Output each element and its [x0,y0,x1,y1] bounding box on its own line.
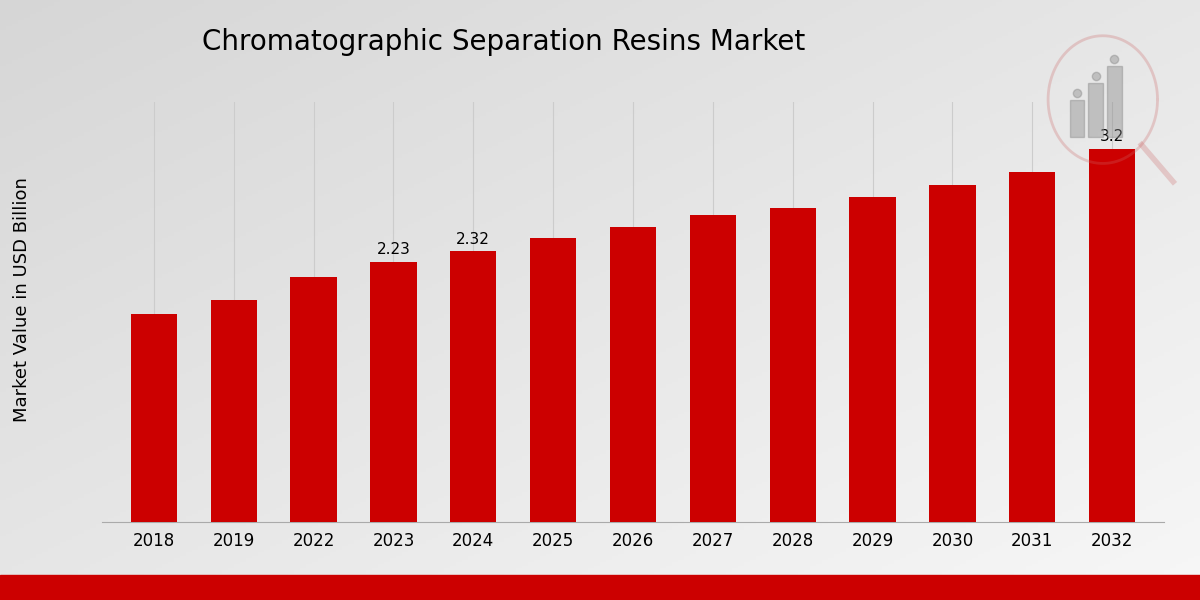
Bar [929,185,976,522]
Bar [530,238,576,522]
Bar [450,251,497,522]
Text: 3.2: 3.2 [1100,129,1124,144]
Text: 2.23: 2.23 [377,242,410,257]
Bar [131,314,178,522]
Bar [210,301,257,522]
Bar [850,196,895,522]
Bar [610,227,656,522]
Text: Chromatographic Separation Resins Market: Chromatographic Separation Resins Market [203,28,805,56]
Bar [1088,149,1135,522]
Text: Market Value in USD Billion: Market Value in USD Billion [12,178,31,422]
Bar [1108,66,1122,137]
Bar [690,215,736,522]
Bar [1088,83,1103,137]
Bar [290,277,337,522]
Text: 2.32: 2.32 [456,232,491,247]
Bar [0,575,1200,600]
Bar [1069,100,1084,137]
Bar [371,262,416,522]
Bar [1009,172,1056,522]
Bar [769,208,816,522]
